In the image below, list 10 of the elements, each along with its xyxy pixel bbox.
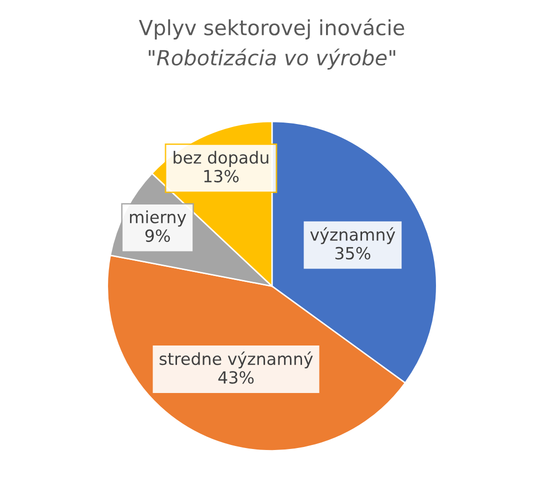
slice-label: významný — [310, 227, 396, 244]
data-label: 9% — [145, 229, 170, 242]
slice-label: stredne významný — [160, 352, 313, 368]
chart-subtitle: "Robotizácia vo výrobe" — [148, 48, 396, 70]
data-label: 43% — [218, 371, 254, 384]
slice-label: mierny — [130, 210, 186, 227]
chart-title: Vplyv sektorovej inovácie — [138, 18, 404, 40]
data-label: 13% — [204, 170, 239, 182]
data-label: 35% — [335, 246, 370, 260]
slice-label: bez dopadu — [174, 150, 268, 168]
